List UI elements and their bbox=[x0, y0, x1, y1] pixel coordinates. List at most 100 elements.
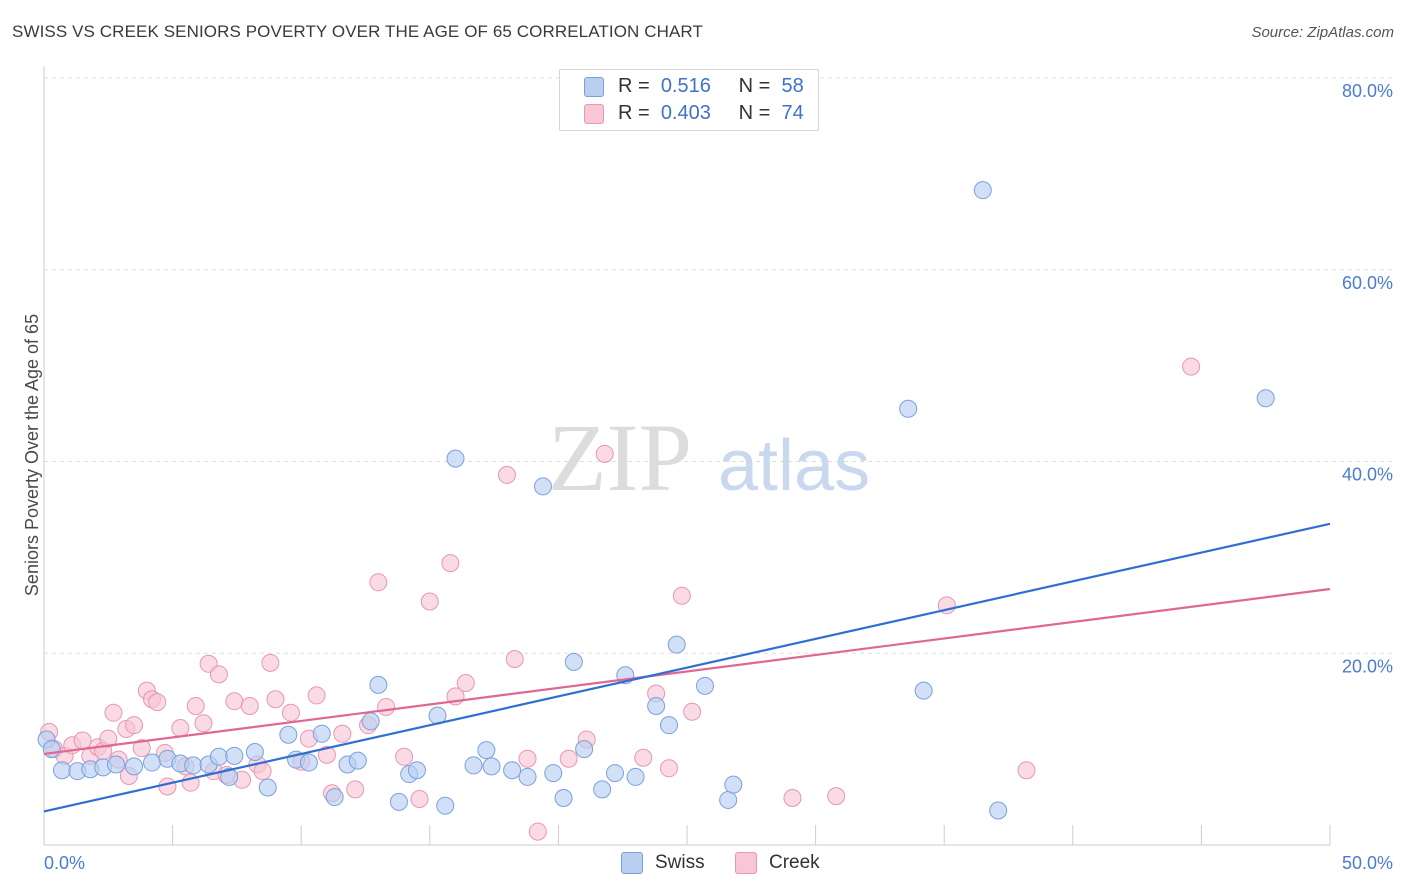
swiss-point-31 bbox=[436, 796, 455, 815]
swiss-point-55 bbox=[973, 181, 992, 200]
swiss-point-50 bbox=[696, 676, 715, 695]
swiss-point-40 bbox=[554, 789, 573, 808]
creek-point-56 bbox=[528, 822, 547, 841]
bottom-legend-label-swiss: Swiss bbox=[655, 852, 705, 873]
creek-point-54 bbox=[505, 650, 524, 669]
creek-trend-line bbox=[43, 587, 1331, 756]
swiss-point-15 bbox=[225, 746, 244, 765]
y-tick-labels: 20.0% 40.0% 60.0% 80.0% bbox=[1342, 81, 1393, 676]
swiss-point-38 bbox=[533, 477, 552, 496]
creek-point-8 bbox=[99, 729, 118, 748]
swiss-point-47 bbox=[647, 696, 666, 715]
swiss-point-56 bbox=[989, 801, 1008, 820]
creek-point-23 bbox=[186, 696, 205, 715]
swiss-point-41 bbox=[564, 652, 583, 671]
swiss-point-13 bbox=[209, 747, 228, 766]
creek-point-39 bbox=[307, 686, 326, 705]
watermark-zip: ZIP bbox=[548, 404, 692, 511]
creek-point-24 bbox=[194, 714, 213, 733]
swiss-point-17 bbox=[258, 778, 277, 797]
swiss-point-29 bbox=[407, 761, 426, 780]
legend-n-label: N = bbox=[738, 101, 771, 124]
creek-point-34 bbox=[261, 653, 280, 672]
creek-point-29 bbox=[225, 692, 244, 711]
swiss-point-16 bbox=[245, 743, 264, 762]
creek-point-14 bbox=[132, 739, 151, 758]
bottom-legend-swatch-creek bbox=[735, 852, 757, 874]
swiss-point-6 bbox=[107, 755, 126, 774]
creek-point-49 bbox=[420, 592, 439, 611]
swiss-point-46 bbox=[626, 767, 645, 786]
swiss-point-1 bbox=[42, 740, 61, 759]
x-tick-label-1: 50.0% bbox=[1342, 853, 1393, 873]
y-tick-label-3: 80.0% bbox=[1342, 81, 1393, 101]
creek-point-43 bbox=[346, 780, 365, 799]
creek-point-64 bbox=[683, 702, 702, 721]
creek-point-13 bbox=[125, 716, 144, 735]
creek-point-45 bbox=[369, 573, 388, 592]
swiss-point-42 bbox=[575, 740, 594, 759]
swiss-point-44 bbox=[605, 764, 624, 783]
creek-point-68 bbox=[1017, 761, 1036, 780]
creek-point-35 bbox=[266, 690, 285, 709]
watermark-atlas: atlas bbox=[718, 426, 870, 506]
creek-point-57 bbox=[559, 749, 578, 768]
swiss-point-37 bbox=[518, 767, 537, 786]
creek-point-52 bbox=[456, 673, 475, 692]
creek-point-63 bbox=[659, 759, 678, 778]
legend-swatch-swiss bbox=[584, 77, 604, 97]
swiss-point-34 bbox=[477, 741, 496, 760]
swiss-point-14 bbox=[220, 767, 239, 786]
creek-point-46 bbox=[377, 697, 396, 716]
swiss-point-33 bbox=[464, 756, 483, 775]
axes bbox=[43, 66, 1331, 846]
chart-source: Source: ZipAtlas.com bbox=[1251, 24, 1394, 41]
creek-point-4 bbox=[73, 731, 92, 750]
swiss-point-24 bbox=[348, 751, 367, 770]
legend-swiss-r: 0.516 bbox=[660, 74, 711, 97]
legend-creek-text: R = 0.403 N = 74 bbox=[618, 102, 804, 125]
correlation-legend: R = 0.516 N = 58 R = 0.403 N = 74 bbox=[559, 69, 819, 131]
swiss-point-49 bbox=[667, 635, 686, 654]
creek-point-40 bbox=[317, 745, 336, 764]
creek-point-55 bbox=[518, 749, 537, 768]
swiss-trend-line bbox=[43, 522, 1331, 813]
creek-point-31 bbox=[240, 696, 259, 715]
swiss-point-18 bbox=[279, 725, 298, 744]
creek-point-33 bbox=[253, 762, 272, 781]
swiss-point-22 bbox=[325, 788, 344, 807]
creek-point-36 bbox=[281, 703, 300, 722]
swiss-point-52 bbox=[724, 775, 743, 794]
swiss-point-7 bbox=[125, 757, 144, 776]
swiss-points bbox=[37, 181, 1275, 820]
bottom-legend-swatch-swiss bbox=[621, 852, 643, 874]
swiss-point-11 bbox=[184, 756, 203, 775]
swiss-point-54 bbox=[914, 681, 933, 700]
swiss-point-21 bbox=[312, 724, 331, 743]
swiss-point-43 bbox=[593, 780, 612, 799]
creek-point-42 bbox=[333, 724, 352, 743]
trend-lines bbox=[43, 522, 1331, 813]
swiss-point-53 bbox=[899, 399, 918, 418]
y-tick-label-2: 60.0% bbox=[1342, 273, 1393, 293]
swiss-point-25 bbox=[361, 712, 380, 731]
swiss-point-8 bbox=[143, 753, 162, 772]
y-tick-label-1: 40.0% bbox=[1342, 465, 1393, 485]
creek-point-53 bbox=[497, 465, 516, 484]
creek-point-9 bbox=[104, 703, 123, 722]
swiss-point-36 bbox=[503, 761, 522, 780]
bottom-legend-swiss: Swiss bbox=[621, 852, 705, 874]
swiss-point-51 bbox=[719, 790, 738, 809]
swiss-point-26 bbox=[369, 675, 388, 694]
creek-point-66 bbox=[827, 787, 846, 806]
creek-point-59 bbox=[595, 444, 614, 463]
bottom-legend-label-creek: Creek bbox=[769, 852, 820, 873]
creek-point-20 bbox=[171, 719, 190, 738]
bottom-legend-creek: Creek bbox=[735, 852, 820, 874]
creek-point-65 bbox=[783, 789, 802, 808]
creek-point-62 bbox=[672, 586, 691, 605]
swiss-point-2 bbox=[53, 761, 72, 780]
swiss-point-48 bbox=[659, 716, 678, 735]
y-tick-label-0: 20.0% bbox=[1342, 656, 1393, 676]
